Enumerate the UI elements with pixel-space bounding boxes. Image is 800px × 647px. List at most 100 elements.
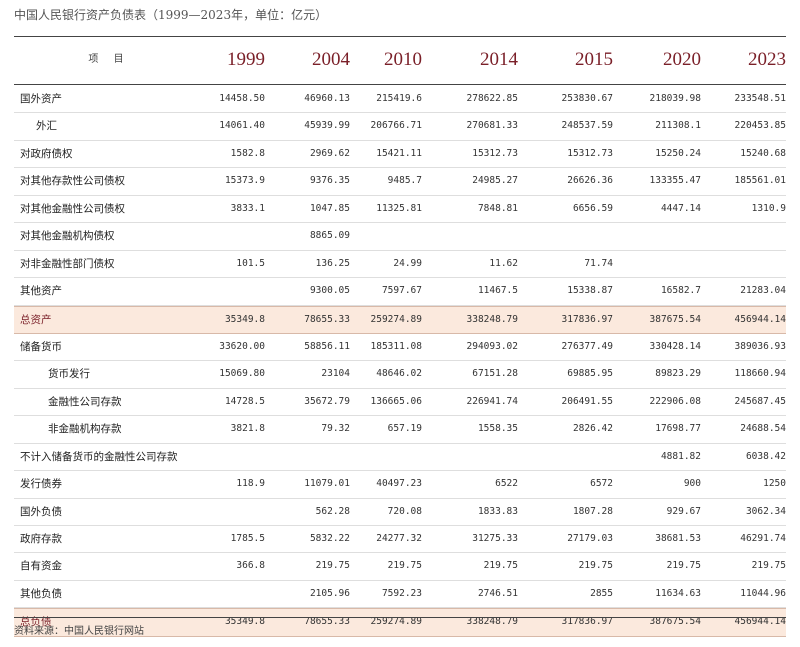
value-cell-2023: 15240.68 (740, 147, 786, 159)
row-label: 政府存款 (20, 533, 62, 545)
value-cell-1999 (174, 444, 265, 470)
value-cell-2020: 211308.1 (655, 120, 701, 132)
value-cell-2023: 245687.45 (734, 395, 786, 407)
value-cell-2004: 9376.35 (309, 175, 350, 187)
value-cell-2023: 46291.74 (740, 533, 786, 544)
value-cell-2014: 2746.51 (477, 587, 518, 599)
value-cell-2015 (518, 223, 613, 249)
value-cell-1999 (174, 581, 265, 607)
value-cell-2004: 1047.85 (309, 202, 350, 214)
value-cell-2004: 58856.11 (304, 340, 350, 352)
row-label: 非金融机构存款 (48, 423, 122, 436)
value-cell-2023 (701, 223, 786, 249)
value-cell-2004: 8865.09 (309, 230, 350, 242)
header-year-2015: 2015 (575, 49, 613, 70)
value-cell-2004: 78655.33 (304, 616, 350, 628)
value-cell-2004: 5832.22 (309, 533, 350, 544)
table-row: 外汇 14061.40 45939.99 206766.71 270681.33 2485… (14, 113, 786, 141)
value-cell-2014: 1558.35 (477, 423, 518, 435)
row-label: 其他负债 (20, 587, 62, 600)
value-cell-1999: 118.9 (236, 478, 265, 490)
value-cell-2023: 389036.93 (734, 340, 786, 352)
value-cell-2014: 11.62 (489, 257, 518, 269)
row-label: 金融性公司存款 (48, 395, 122, 408)
value-cell-2010: 259274.89 (370, 313, 422, 325)
table-row: 储备货币 33620.00 58856.11 185311.08 294093.02 27… (14, 334, 786, 362)
value-cell-2004: 2969.62 (309, 147, 350, 159)
value-cell-1999: 3821.8 (230, 423, 265, 435)
value-cell-2014 (422, 444, 518, 470)
value-cell-2015: 253830.67 (561, 93, 613, 104)
value-cell-2015: 2826.42 (572, 423, 613, 435)
header-rule (14, 84, 786, 85)
value-cell-2004: 79.32 (321, 423, 350, 435)
value-cell-2023: 6038.42 (745, 450, 786, 462)
value-cell-2020: 38681.53 (655, 533, 701, 544)
value-cell-2010 (350, 444, 422, 470)
value-cell-2010: 206766.71 (370, 120, 422, 132)
value-cell-2023: 1250 (763, 478, 786, 490)
value-cell-2020: 218039.98 (649, 93, 701, 104)
value-cell-2015: 27179.03 (567, 533, 613, 544)
row-label: 自有资金 (20, 560, 62, 573)
value-cell-1999 (174, 223, 265, 249)
value-cell-1999: 35349.8 (224, 313, 265, 325)
row-label: 国外负债 (20, 505, 62, 518)
value-cell-2010: 48646.02 (376, 368, 422, 380)
row-label: 货币发行 (48, 368, 90, 381)
row-label: 对其他存款性公司债权 (20, 175, 125, 188)
value-cell-2020 (613, 223, 701, 249)
value-cell-2015: 2855 (590, 587, 613, 599)
table-row: 不计入储备货币的金融性公司存款 4881.82 6038.42 (14, 444, 786, 472)
value-cell-2004: 46960.13 (304, 93, 350, 104)
row-label: 对其他金融性公司债权 (20, 202, 125, 215)
value-cell-2010: 657.19 (387, 423, 422, 435)
row-label: 发行债券 (20, 478, 62, 491)
value-cell-2015: 71.74 (584, 257, 613, 269)
value-cell-2014: 1833.83 (477, 505, 518, 517)
value-cell-2023 (701, 251, 786, 277)
value-cell-2020: 222906.08 (649, 395, 701, 407)
value-cell-2010: 136665.06 (370, 395, 422, 407)
value-cell-2015: 6656.59 (572, 202, 613, 214)
value-cell-2010 (350, 223, 422, 249)
value-cell-2020: 16582.7 (660, 285, 701, 297)
value-cell-2004: 45939.99 (304, 120, 350, 132)
value-cell-2010: 720.08 (387, 505, 422, 517)
value-cell-2020: 387675.54 (649, 313, 701, 325)
table-row: 对政府债权 1582.8 2969.62 15421.11 15312.73 15312.… (14, 141, 786, 169)
value-cell-1999: 14061.40 (219, 120, 265, 132)
table-row: 其他负债 2105.96 7592.23 2746.51 2855 11634.63 110… (14, 581, 786, 609)
table-row: 发行债券 118.9 11079.01 40497.23 6522 6572 900 1250 (14, 471, 786, 499)
total-row: 总资产 35349.8 78655.33 259274.89 338248.79 3178… (14, 305, 786, 334)
value-cell-2014: 270681.33 (466, 120, 518, 132)
value-cell-2020: 929.67 (666, 505, 701, 517)
table-title: 中国人民银行资产负债表（1999—2023年，单位：亿元） (14, 8, 328, 22)
header-item-label: 项 目 (88, 54, 130, 65)
value-cell-2010: 11325.81 (376, 202, 422, 214)
value-cell-2004: 9300.05 (309, 285, 350, 297)
value-cell-2010: 24277.32 (376, 533, 422, 544)
value-cell-2010: 24.99 (393, 257, 422, 269)
value-cell-2010: 9485.7 (387, 175, 422, 187)
value-cell-2004: 11079.01 (304, 478, 350, 490)
value-cell-2020: 17698.77 (655, 423, 701, 435)
row-label: 对政府债权 (20, 147, 73, 160)
value-cell-2010: 185311.08 (370, 340, 422, 352)
value-cell-2010: 15421.11 (376, 147, 422, 159)
value-cell-2015: 219.75 (578, 560, 613, 572)
value-cell-2020: 330428.14 (649, 340, 701, 352)
value-cell-2023: 185561.01 (734, 175, 786, 187)
value-cell-2020: 900 (683, 478, 701, 490)
table-row: 政府存款 1785.5 5832.22 24277.32 31275.33 27179.0… (14, 526, 786, 554)
value-cell-2020: 15250.24 (655, 147, 701, 159)
value-cell-1999: 15069.80 (219, 368, 265, 380)
table-row: 对非金融性部门债权 101.5 136.25 24.99 11.62 71.74 (14, 251, 786, 279)
value-cell-2004 (265, 444, 350, 470)
value-cell-2015: 15338.87 (567, 285, 613, 297)
value-cell-1999 (174, 278, 265, 304)
value-cell-2023: 24688.54 (740, 423, 786, 435)
row-label: 对非金融性部门债权 (20, 257, 115, 270)
value-cell-1999: 14728.5 (224, 395, 265, 407)
value-cell-1999: 33620.00 (219, 340, 265, 352)
